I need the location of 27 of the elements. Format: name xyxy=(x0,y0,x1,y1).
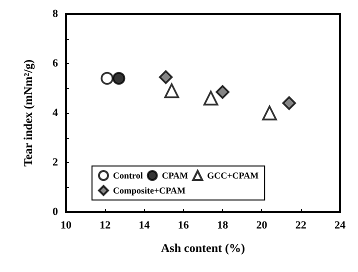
point xyxy=(112,72,126,85)
x-tick-label: 12 xyxy=(100,220,112,232)
legend-label: CPAM xyxy=(162,170,189,180)
point xyxy=(282,96,296,110)
x-tick-label: 18 xyxy=(217,220,229,232)
y-tick-label: 8 xyxy=(52,8,58,20)
y-tick-label: 6 xyxy=(52,58,58,70)
x-tick-label: 14 xyxy=(138,220,150,232)
x-axis-title: Ash content (%) xyxy=(161,241,245,255)
point xyxy=(216,85,230,99)
x-tick-label: 20 xyxy=(256,220,268,232)
y-tick-label: 0 xyxy=(52,206,58,218)
legend-label: Composite+CPAM xyxy=(113,186,186,196)
point xyxy=(158,70,173,84)
y-axis-title: Tear index (mNm²/g) xyxy=(21,60,35,166)
x-tick-label: 10 xyxy=(60,220,72,232)
x-tick-label: 24 xyxy=(334,220,346,232)
legend-label: Control xyxy=(113,170,144,180)
point xyxy=(100,72,114,85)
x-tick-label: 16 xyxy=(178,220,190,232)
y-tick-label: 4 xyxy=(52,107,58,119)
point xyxy=(262,106,277,120)
point xyxy=(164,83,180,98)
point xyxy=(203,90,218,106)
legend-label: GCC+CPAM xyxy=(207,170,260,180)
y-tick-label: 2 xyxy=(52,156,58,168)
x-tick-label: 22 xyxy=(295,220,307,232)
